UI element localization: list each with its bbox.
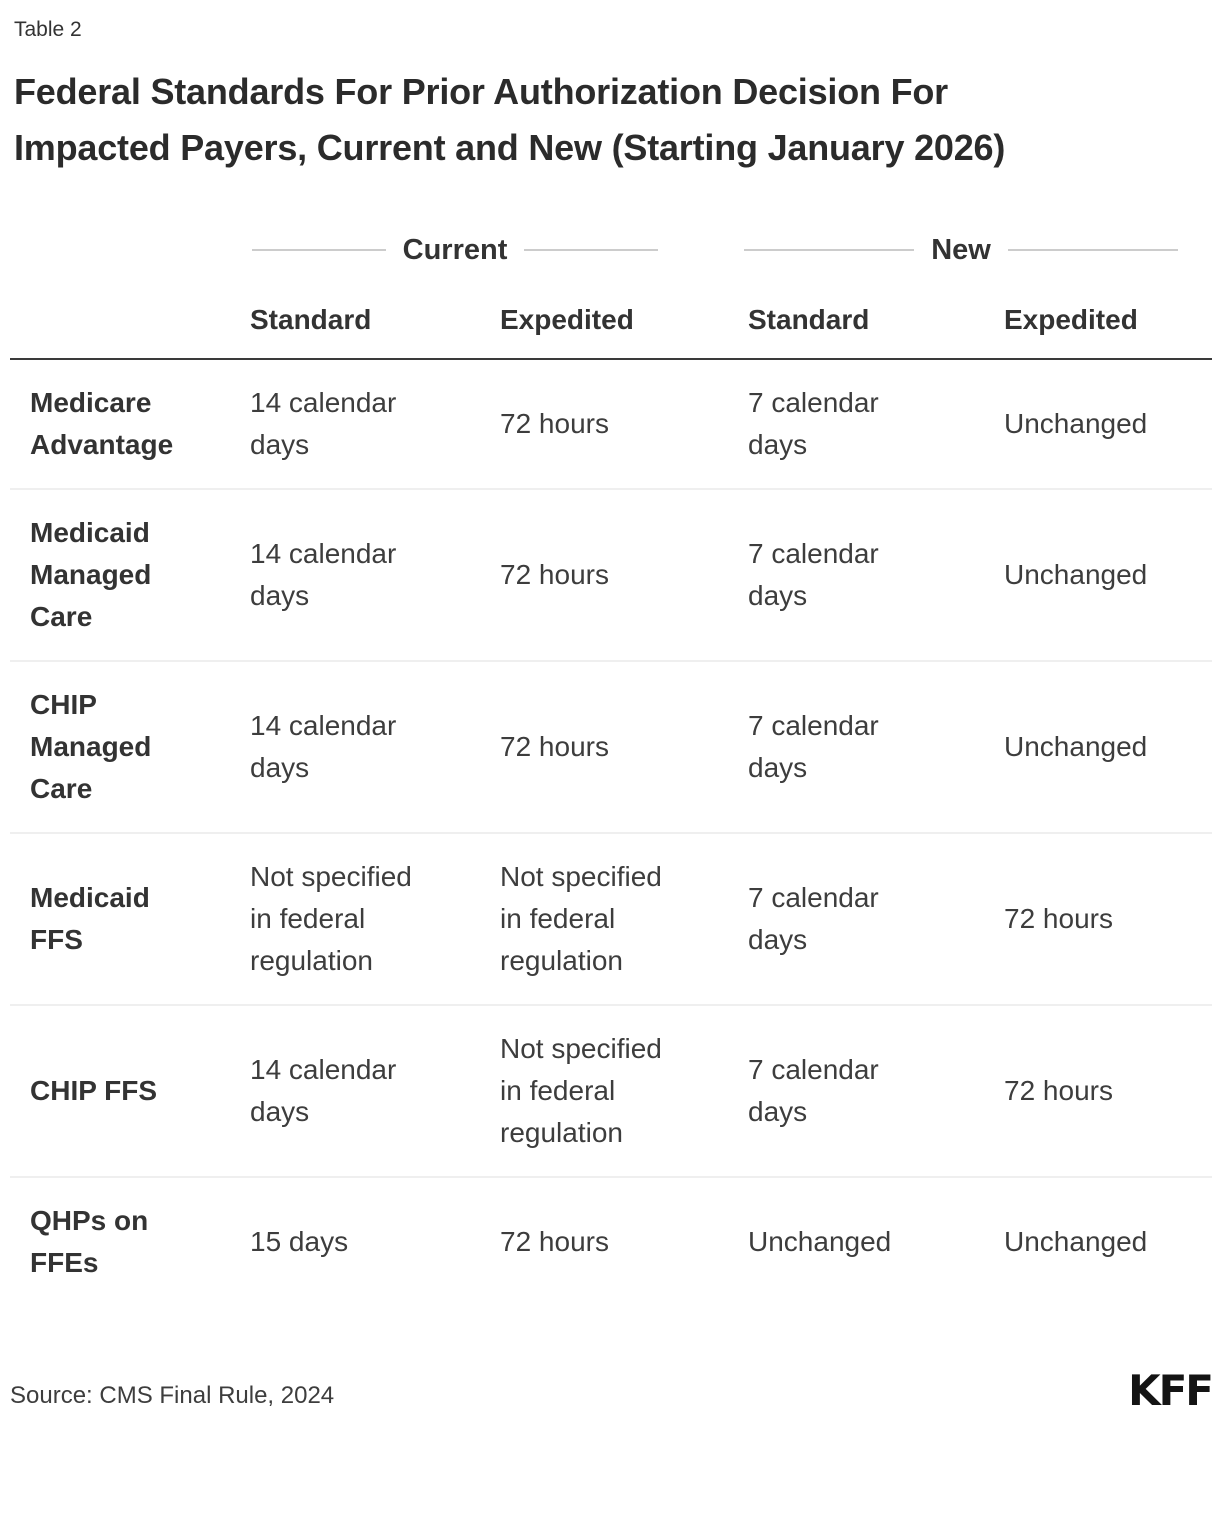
group-divider-line — [524, 249, 659, 251]
table-row-chip-ffs: CHIP FFS 14 calendar days Not specified … — [10, 1004, 1212, 1176]
cell-current-standard: Not specified in federal regulation — [250, 861, 412, 976]
cell-new-expedited: Unchanged — [1004, 408, 1148, 439]
cell-current-expedited: 72 hours — [500, 408, 609, 439]
cell-current-standard: 14 calendar days — [250, 710, 397, 783]
table-row-medicaid-managed-care: Medicaid Managed Care 14 calendar days 7… — [10, 488, 1212, 660]
group-divider-line — [252, 249, 386, 251]
table-row-medicaid-ffs: Medicaid FFS Not specified in federal re… — [10, 832, 1212, 1004]
column-group-new: New — [730, 234, 1212, 267]
cell-new-expedited: Unchanged — [1004, 1226, 1148, 1257]
prior-authorization-table: Current New Standard Expedited Standard … — [10, 218, 1212, 1306]
cell-current-expedited: Not specified in federal regulation — [500, 1033, 662, 1148]
row-label: CHIP Managed Care — [30, 689, 152, 804]
row-label: CHIP FFS — [30, 1075, 158, 1106]
cell-current-standard: 14 calendar days — [250, 387, 397, 460]
table-number-label: Table 2 — [14, 18, 82, 41]
cell-current-standard: 14 calendar days — [250, 1054, 397, 1127]
cell-current-expedited: 72 hours — [500, 1226, 609, 1257]
footer: Source: CMS Final Rule, 2024 KFF — [10, 1366, 1214, 1415]
table-row-chip-managed-care: CHIP Managed Care 14 calendar days 72 ho… — [10, 660, 1212, 832]
cell-current-expedited: 72 hours — [500, 731, 609, 762]
cell-new-expedited: 72 hours — [1004, 1075, 1113, 1106]
table-row-medicare-advantage: Medicare Advantage 14 calendar days 72 h… — [10, 360, 1212, 488]
cell-current-expedited: Not specified in federal regulation — [500, 861, 662, 976]
cell-new-standard: Unchanged — [748, 1226, 892, 1257]
page-title: Federal Standards For Prior Authorizatio… — [14, 71, 1006, 168]
cell-new-standard: 7 calendar days — [748, 710, 879, 783]
group-divider-line — [744, 249, 915, 251]
column-group-header-row: Current New — [10, 218, 1212, 282]
source-note: Source: CMS Final Rule, 2024 — [10, 1382, 335, 1409]
table-row-qhps-on-ffes: QHPs on FFEs 15 days 72 hours Unchanged … — [10, 1176, 1212, 1306]
cell-current-expedited: 72 hours — [500, 559, 609, 590]
row-label: Medicaid FFS — [30, 882, 150, 955]
cell-current-standard: 15 days — [250, 1226, 349, 1257]
column-group-current: Current — [230, 234, 730, 267]
column-header-new-standard: Standard — [748, 304, 870, 335]
column-header-current-expedited: Expedited — [500, 304, 634, 335]
cell-new-standard: 7 calendar days — [748, 538, 879, 611]
column-group-label-current: Current — [402, 233, 508, 266]
row-label: Medicaid Managed Care — [30, 517, 152, 632]
cell-new-expedited: Unchanged — [1004, 731, 1148, 762]
cell-new-expedited: Unchanged — [1004, 559, 1148, 590]
column-header-row: Standard Expedited Standard Expedited — [10, 282, 1212, 360]
cell-new-standard: 7 calendar days — [748, 1054, 879, 1127]
kff-logo: KFF — [1128, 1366, 1214, 1415]
cell-new-standard: 7 calendar days — [748, 387, 879, 460]
row-label: Medicare Advantage — [30, 387, 174, 460]
cell-new-standard: 7 calendar days — [748, 882, 879, 955]
cell-new-expedited: 72 hours — [1004, 903, 1113, 934]
cell-current-standard: 14 calendar days — [250, 538, 397, 611]
column-header-new-expedited: Expedited — [1004, 304, 1138, 335]
group-divider-line — [1007, 249, 1179, 251]
column-group-label-new: New — [931, 233, 991, 266]
row-label: QHPs on FFEs — [30, 1205, 149, 1278]
column-header-current-standard: Standard — [250, 304, 372, 335]
